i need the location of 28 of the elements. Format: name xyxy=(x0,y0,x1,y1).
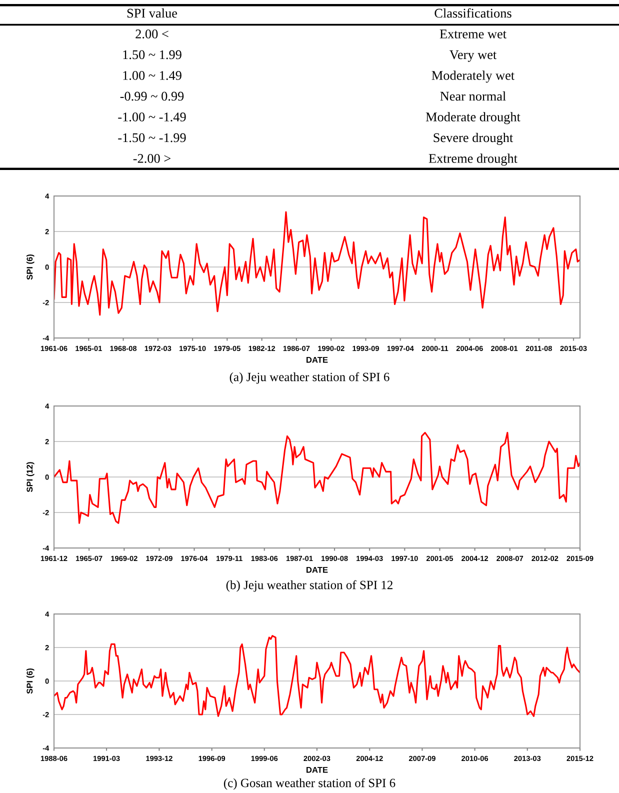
text: (b) Jeju weather station of SPI 12 xyxy=(226,580,392,592)
text: 1.50 ~ 1.99 xyxy=(123,50,182,60)
y-axis-title: SPI (6) xyxy=(26,254,34,280)
text: 1.00 ~ 1.49 xyxy=(123,71,182,80)
text: SPI value xyxy=(127,8,178,18)
y-axis-title: SPI (12) xyxy=(26,462,34,492)
text: Moderate drought xyxy=(426,112,520,124)
x-axis-title: DATE xyxy=(306,766,328,773)
text: Very wet xyxy=(450,50,497,62)
text: -1.00 ~ -1.49 xyxy=(118,112,186,122)
text: 2.00 < xyxy=(136,30,168,38)
x-axis-title: DATE xyxy=(306,566,328,573)
line-series xyxy=(54,432,580,524)
text: -1.50 ~ -1.99 xyxy=(118,133,186,142)
text: -2.00 > xyxy=(133,154,170,163)
text: Classifications xyxy=(434,8,512,18)
y-axis-title: SPI (6) xyxy=(26,668,34,694)
text: Extreme drought xyxy=(428,154,518,166)
text: Extreme wet xyxy=(440,30,506,38)
text: Severe drought xyxy=(434,132,514,145)
x-axis-title: DATE xyxy=(306,356,328,363)
line-series xyxy=(54,211,580,316)
text: (a) Jeju weather station of SPI 6 xyxy=(230,372,390,384)
line-series xyxy=(54,635,580,717)
text: Near normal xyxy=(440,91,506,101)
text: Moderately wet xyxy=(432,70,515,83)
text: -0.99 ~ 0.99 xyxy=(120,92,184,101)
text: (c) Gosan weather station of SPI 6 xyxy=(224,778,396,790)
